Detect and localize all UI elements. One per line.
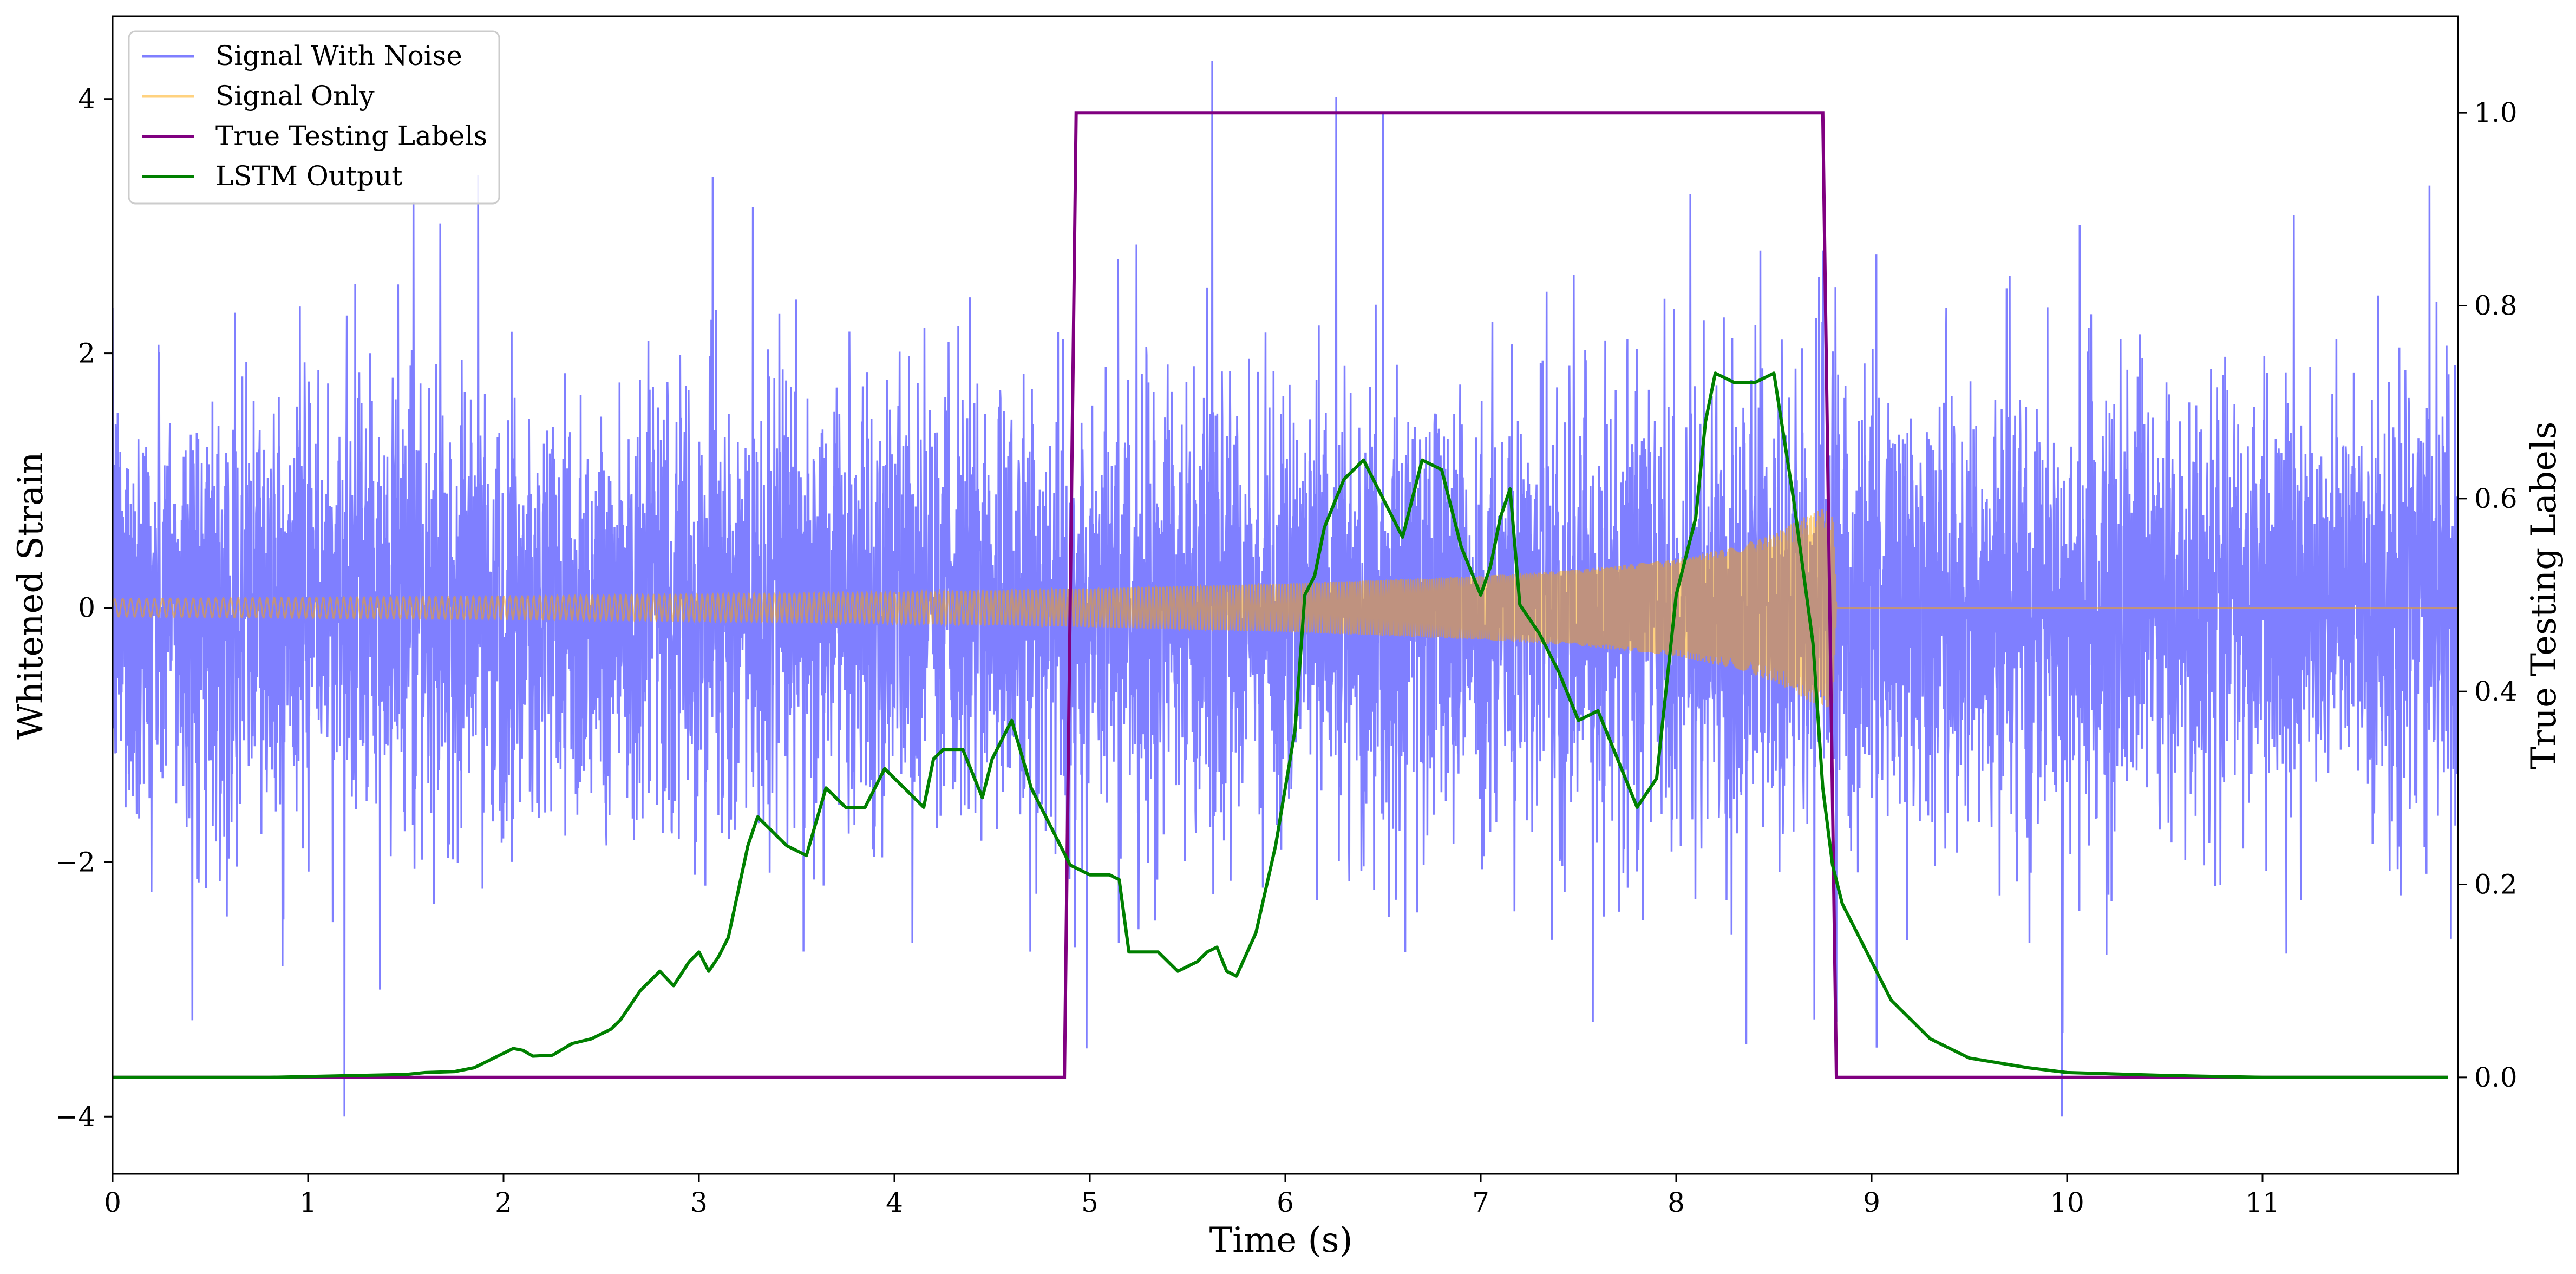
x-tick-label: 7 — [1472, 1187, 1489, 1218]
x-tick-label: 6 — [1277, 1187, 1294, 1218]
lstm-output-line — [113, 371, 2448, 1079]
y2-tick-label: 0.0 — [2474, 1062, 2518, 1093]
legend-label-true-testing-labels: True Testing Labels — [215, 120, 487, 152]
x-tick-label: 0 — [104, 1187, 121, 1218]
y2-tick-label: 0.4 — [2474, 676, 2518, 707]
x-tick-label: 9 — [1863, 1187, 1880, 1218]
y2-tick-label: 0.6 — [2474, 483, 2518, 514]
legend-box — [128, 30, 500, 205]
y2-tick-label: 1.0 — [2474, 97, 2518, 128]
x-tick-label: 10 — [2050, 1187, 2084, 1218]
series-layer — [113, 61, 2458, 1117]
legend-label-signal-only: Signal Only — [215, 80, 375, 112]
x-tick-label: 5 — [1081, 1187, 1099, 1218]
legend-label-signal-with-noise: Signal With Noise — [215, 40, 462, 71]
x-tick-label: 2 — [495, 1187, 512, 1218]
y-axis-title: Whitened Strain — [11, 452, 51, 739]
x-axis-title: Time (s) — [1209, 1220, 1353, 1260]
true-testing-labels-line — [113, 111, 2448, 1079]
x-tick-label: 4 — [886, 1187, 903, 1218]
legend: Signal With Noise Signal Only True Testi… — [128, 30, 500, 205]
signal-only-line — [113, 507, 2458, 708]
y-tick-label: 4 — [78, 83, 95, 115]
y-axis-left: −4 −2 0 2 4 — [55, 83, 113, 1132]
x-tick-label: 3 — [690, 1187, 708, 1218]
y-tick-label: −4 — [55, 1101, 95, 1132]
x-tick-label: 1 — [299, 1187, 317, 1218]
legend-label-lstm-output: LSTM Output — [215, 160, 402, 192]
x-tick-label: 11 — [2245, 1187, 2280, 1218]
x-axis: 0 1 2 3 4 5 6 7 8 9 10 11 — [104, 1174, 2280, 1218]
y2-tick-label: 0.2 — [2474, 869, 2518, 900]
x-tick-label: 8 — [1668, 1187, 1685, 1218]
y-tick-label: −2 — [55, 846, 95, 878]
y-tick-label: 2 — [78, 338, 95, 369]
y2-axis-title: True Testing Labels — [2524, 422, 2564, 770]
y-axis-right: 0.0 0.2 0.4 0.6 0.8 1.0 — [2458, 97, 2518, 1093]
y-tick-label: 0 — [78, 592, 95, 623]
signal-with-noise-line — [113, 61, 2458, 1117]
y2-tick-label: 0.8 — [2474, 290, 2518, 322]
